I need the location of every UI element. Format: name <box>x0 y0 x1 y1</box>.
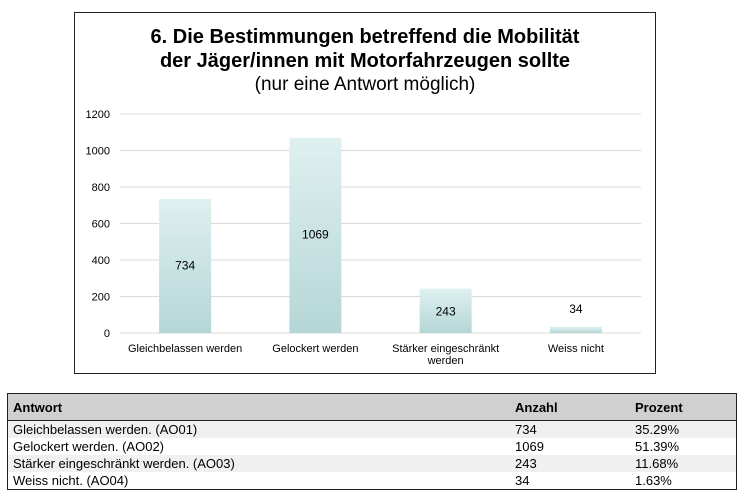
chart-title-line-1: 6. Die Bestimmungen betreffend die Mobil… <box>150 26 580 48</box>
y-tick-label: 1200 <box>86 109 110 121</box>
x-tick-label: Gelockert werden <box>272 343 358 355</box>
table-row: Gelockert werden. (AO02) 1069 51.39% <box>7 438 737 455</box>
header-percent: Prozent <box>630 393 737 421</box>
cell-answer: Gleichbelassen werden. (AO01) <box>7 420 510 438</box>
cell-percent: 51.39% <box>630 438 737 455</box>
results-table: Antwort Anzahl Prozent Gleichbelassen we… <box>7 393 737 490</box>
y-tick-label: 800 <box>92 182 110 194</box>
cell-count: 34 <box>510 472 630 490</box>
cell-answer: Gelockert werden. (AO02) <box>7 438 510 455</box>
x-tick-label: Weiss nicht <box>548 343 604 355</box>
y-tick-label: 200 <box>92 292 110 304</box>
chart-title-line-2: der Jäger/innen mit Motorfahrzeugen soll… <box>159 50 571 72</box>
bar <box>549 326 602 333</box>
y-tick-label: 400 <box>92 255 110 267</box>
x-tick-label: Gleichbelassen werden <box>128 343 242 355</box>
cell-count: 243 <box>510 455 630 472</box>
cell-count: 1069 <box>510 438 630 455</box>
header-answer: Antwort <box>7 393 510 421</box>
chart-title: 6. Die Bestimmungen betreffend die Mobil… <box>75 25 655 73</box>
y-tick-label: 0 <box>104 328 110 340</box>
cell-percent: 1.63% <box>630 472 737 490</box>
cell-answer: Weiss nicht. (AO04) <box>7 472 510 490</box>
chart-subtitle: (nur eine Antwort möglich) <box>254 74 476 95</box>
table-row: Stärker eingeschränkt werden. (AO03) 243… <box>7 455 737 472</box>
table-row: Weiss nicht. (AO04) 34 1.63% <box>7 472 737 490</box>
bar-value-label: 243 <box>436 304 456 318</box>
table-row: Gleichbelassen werden. (AO01) 734 35.29% <box>7 420 737 438</box>
bar <box>419 288 472 333</box>
bar-value-label: 34 <box>569 302 583 316</box>
bar-chart: 0 200 400 600 800 1000 1200 734 Gleichbelassen w… <box>86 109 641 367</box>
y-tick-label: 600 <box>92 219 110 231</box>
y-tick-label: 1000 <box>86 146 110 158</box>
table-header-row: Antwort Anzahl Prozent <box>7 393 737 421</box>
bar-value-label: 734 <box>175 259 195 273</box>
bar <box>159 199 212 333</box>
cell-percent: 35.29% <box>630 420 737 438</box>
bar <box>289 137 342 333</box>
cell-percent: 11.68% <box>630 455 737 472</box>
bar-value-label: 1069 <box>302 228 329 242</box>
x-tick-label: werden <box>427 355 464 367</box>
cell-count: 734 <box>510 420 630 438</box>
cell-answer: Stärker eingeschränkt werden. (AO03) <box>7 455 510 472</box>
header-count: Anzahl <box>510 393 630 421</box>
x-tick-label: Stärker eingeschränkt <box>392 343 499 355</box>
chart-container: 6. Die Bestimmungen betreffend die Mobil… <box>74 12 656 374</box>
